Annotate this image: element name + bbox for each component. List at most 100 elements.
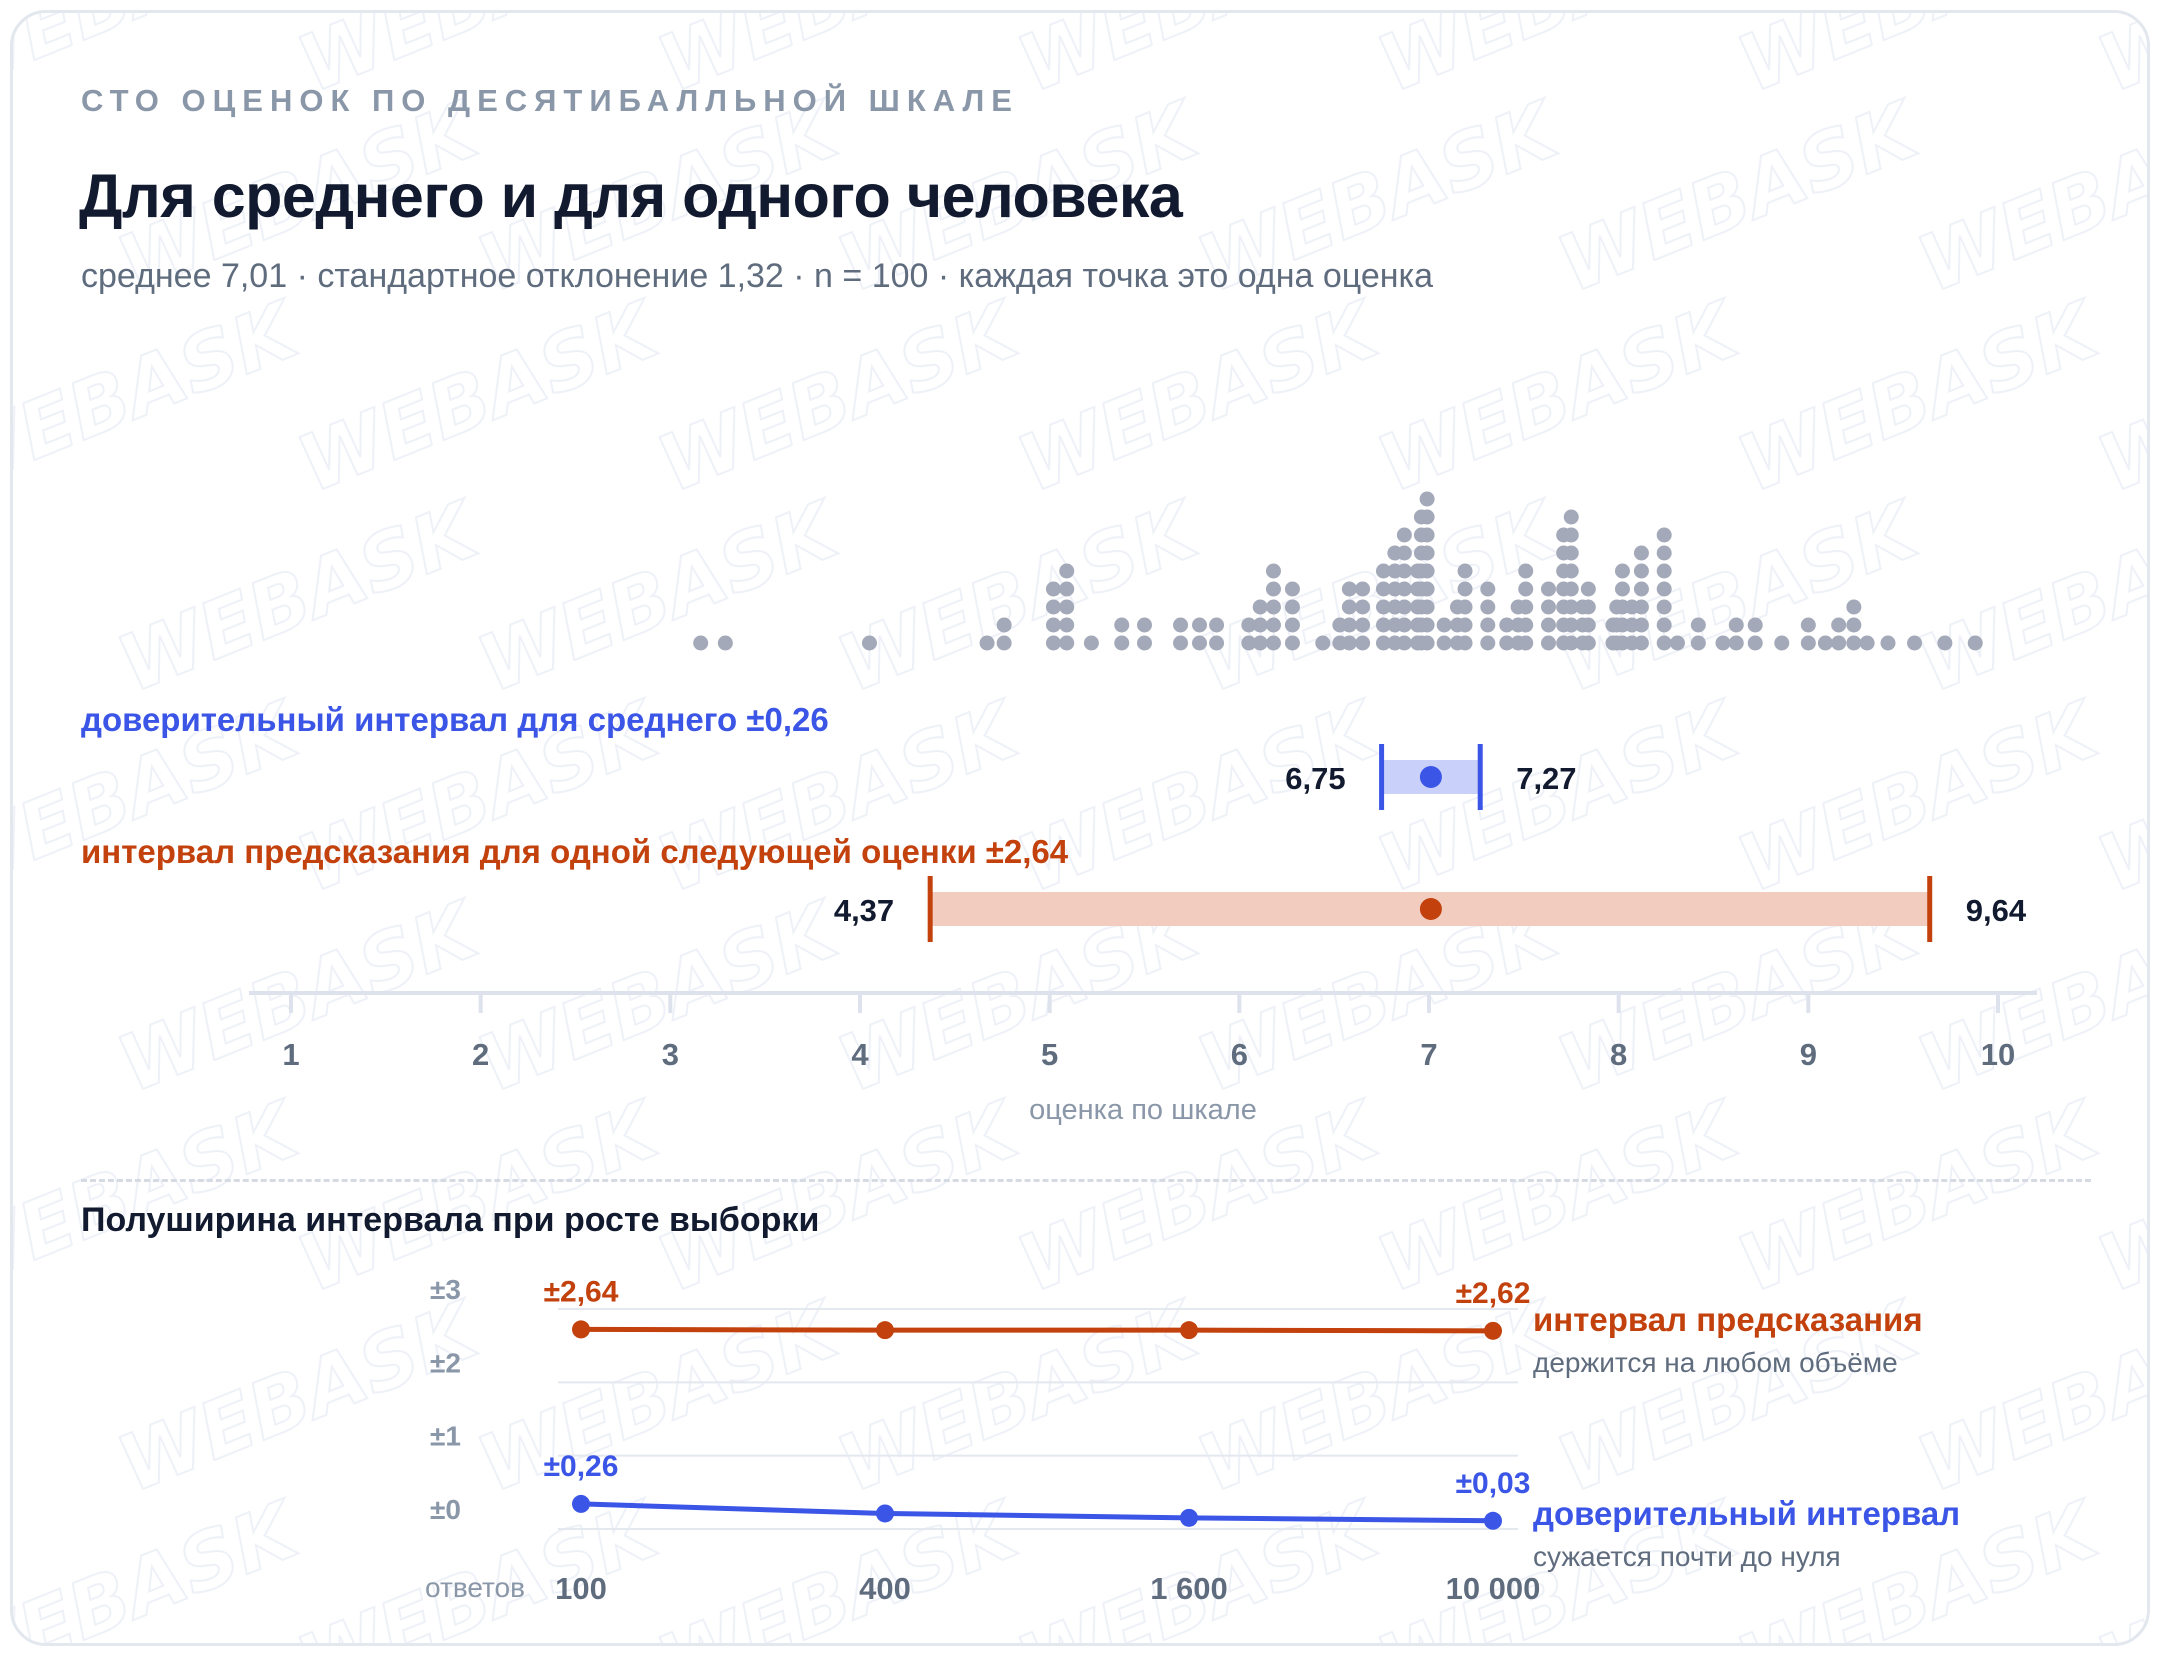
data-point: [1540, 617, 1556, 633]
confidence-interval-label: доверительный интервал для среднего ±0,2…: [81, 701, 829, 738]
x-tick-label: 4: [851, 1037, 869, 1072]
data-point: [1715, 635, 1731, 651]
x-tick-label: 10: [1981, 1037, 2015, 1072]
data-point: [1880, 635, 1896, 651]
x-axis-caption: ответов: [425, 1572, 525, 1603]
x-category-label: 10 000: [1446, 1571, 1541, 1606]
data-point: [1265, 581, 1281, 597]
data-point: [1252, 599, 1268, 615]
x-axis-label: оценка по шкале: [1029, 1094, 1257, 1126]
data-point: [1355, 635, 1371, 651]
data-point: [1859, 635, 1875, 651]
data-point: [1137, 635, 1152, 651]
data-point: [1563, 617, 1579, 633]
data-point: [1747, 635, 1763, 651]
data-point: [1396, 563, 1412, 579]
data-point: [1241, 617, 1257, 633]
data-point: [1563, 509, 1579, 525]
data-point: [1540, 635, 1556, 651]
data-point: [1480, 581, 1496, 597]
data-point: [1656, 617, 1672, 633]
confidence-start-label: ±0,26: [544, 1450, 619, 1483]
data-point: [1580, 581, 1596, 597]
y-tick-label: ±3: [430, 1274, 461, 1305]
data-point: [1045, 581, 1061, 597]
x-tick-label: 8: [1610, 1037, 1627, 1072]
data-point: [1580, 599, 1596, 615]
data-point: [1059, 563, 1075, 579]
data-point: [1614, 581, 1630, 597]
data-point: [1480, 599, 1496, 615]
data-point: [1192, 617, 1208, 633]
data-point: [1045, 617, 1061, 633]
data-point: [1846, 599, 1862, 615]
data-point: [1252, 635, 1268, 651]
data-point: [1831, 617, 1847, 633]
prediction-interval-mean-point: [1419, 898, 1442, 920]
data-point: [1083, 635, 1099, 651]
confidence-end-label: ±0,03: [1456, 1467, 1531, 1500]
data-point: [693, 635, 709, 651]
data-point: [1137, 617, 1152, 633]
confidence-series-line: [580, 1501, 1494, 1524]
data-point: [1457, 635, 1473, 651]
chart-subtitle: среднее 7,01 · стандартное отклонение 1,…: [81, 257, 1434, 295]
data-point: [996, 635, 1012, 651]
data-point: [1563, 527, 1579, 543]
data-point: [1173, 617, 1189, 633]
confidence-interval-low-label: 6,75: [1285, 761, 1345, 796]
data-point: [1419, 563, 1435, 579]
chart-title: Для среднего и для одного человека: [79, 162, 1183, 230]
x-tick-label: 3: [662, 1037, 679, 1072]
y-tick-label: ±1: [430, 1421, 461, 1452]
x-tick-label: 2: [472, 1037, 489, 1072]
data-point: [1967, 635, 1983, 651]
data-point: [1457, 563, 1473, 579]
data-point: [1375, 581, 1391, 597]
prediction-interval-high-label: 9,64: [1966, 893, 2027, 928]
data-point: [1419, 491, 1435, 507]
data-point: [1518, 563, 1534, 579]
data-point: [1419, 545, 1435, 561]
data-point: [1563, 581, 1579, 597]
data-point: [1499, 635, 1515, 651]
x-tick-label: 1: [282, 1037, 299, 1072]
data-point: [1341, 599, 1357, 615]
data-point: [1375, 599, 1391, 615]
x-tick-label: 9: [1800, 1037, 1817, 1072]
data-point: [1419, 581, 1435, 597]
data-point: [1580, 635, 1596, 651]
x-category-label: 1 600: [1150, 1571, 1228, 1606]
data-point: [1633, 599, 1649, 615]
prediction-series-point: [876, 1321, 894, 1340]
data-point: [1436, 617, 1452, 633]
data-point: [1540, 599, 1556, 615]
data-point: [1436, 635, 1452, 651]
prediction-series-point: [572, 1320, 590, 1339]
data-point: [1633, 617, 1649, 633]
data-point: [1656, 563, 1672, 579]
data-point: [1114, 617, 1130, 633]
section-divider: [81, 1179, 2091, 1182]
data-point: [1419, 527, 1435, 543]
data-point: [1419, 509, 1435, 525]
data-point: [1209, 617, 1225, 633]
data-point: [1375, 635, 1391, 651]
data-point: [1375, 617, 1391, 633]
confidence-series-point: [876, 1504, 894, 1523]
data-point: [1284, 635, 1300, 651]
data-point: [1728, 635, 1744, 651]
data-point: [1059, 599, 1075, 615]
data-point: [1518, 581, 1534, 597]
data-point: [1059, 617, 1075, 633]
data-point: [1265, 563, 1281, 579]
prediction-interval-label: интервал предсказания для одной следующе…: [81, 833, 1069, 870]
data-point: [1747, 617, 1763, 633]
data-point: [1341, 581, 1357, 597]
data-point: [1241, 635, 1257, 651]
x-tick-label: 5: [1041, 1037, 1058, 1072]
data-point: [979, 635, 995, 651]
data-point: [1209, 635, 1225, 651]
data-point: [1419, 635, 1435, 651]
data-point: [1656, 527, 1672, 543]
